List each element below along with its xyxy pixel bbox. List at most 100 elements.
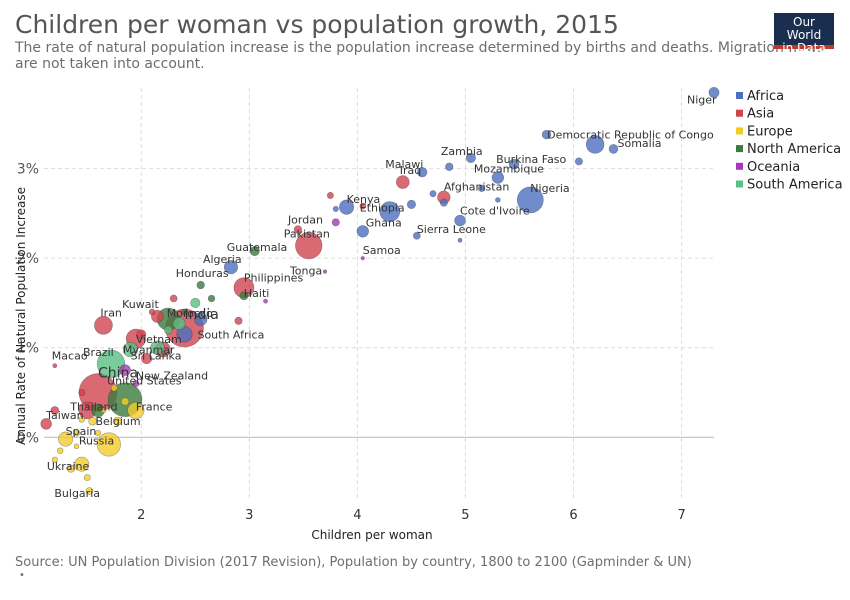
point-label: Sri Lanka <box>131 349 182 362</box>
data-point <box>359 202 367 210</box>
data-point <box>322 269 328 274</box>
point-label: Ethiopia <box>360 202 405 215</box>
point-label: Bulgaria <box>54 487 100 500</box>
data-point <box>56 447 64 454</box>
point-label: Iraq <box>400 164 422 177</box>
point-label: Cote d'Ivoire <box>460 205 530 218</box>
data-point <box>207 294 216 303</box>
legend-label: Africa <box>747 89 784 104</box>
point-label: Myanmar <box>123 344 175 357</box>
data-point <box>465 152 476 163</box>
point-label: Brazil <box>83 346 114 359</box>
point-label: Thailand <box>69 400 117 413</box>
point-label: Ghana <box>366 216 402 229</box>
point-label: Philippines <box>244 272 304 285</box>
point-label: Nigeria <box>530 182 569 195</box>
data-point <box>516 186 544 214</box>
data-point <box>339 199 355 215</box>
x-axis-label: Children per woman <box>311 528 432 542</box>
data-point <box>74 456 90 472</box>
data-point <box>457 237 463 243</box>
data-point <box>239 291 249 301</box>
point-label: Algeria <box>203 253 242 266</box>
y-tick-label: 3% <box>17 162 39 178</box>
data-point <box>95 429 102 436</box>
point-label: China <box>98 366 138 382</box>
x-tick-label: 5 <box>461 508 469 523</box>
data-point <box>72 429 81 437</box>
data-point <box>406 199 416 209</box>
point-label: Burkina Faso <box>496 153 566 166</box>
x-tick-label: 3 <box>245 508 253 523</box>
data-point <box>332 205 339 212</box>
point-label: Taiwan <box>45 409 83 422</box>
data-point <box>120 397 130 406</box>
legend-label: Asia <box>747 107 774 122</box>
data-point <box>379 201 401 222</box>
point-label: Samoa <box>363 244 401 257</box>
x-tick-label: 2 <box>137 508 145 523</box>
x-tick-label: 6 <box>569 508 577 523</box>
data-point <box>223 260 239 275</box>
chart-title: Children per woman vs population growth,… <box>15 10 619 39</box>
data-point <box>263 298 268 304</box>
y-tick-label: 0% <box>17 430 39 446</box>
data-point <box>708 87 720 98</box>
point-label: Iran <box>100 306 122 319</box>
point-label: Afghanistan <box>444 180 510 193</box>
point-label: Guatemala <box>227 241 288 254</box>
legend-swatch <box>736 109 743 117</box>
y-tick-label: 1% <box>17 341 39 357</box>
legend: Africa Asia Europe North America Oceania Sout… <box>736 89 843 193</box>
data-point <box>412 231 421 240</box>
data-point <box>541 129 552 140</box>
x-tick-label: 7 <box>677 508 685 523</box>
point-label: Belgium <box>95 415 140 428</box>
data-point <box>122 341 139 358</box>
data-point <box>495 197 501 203</box>
point-label: Russia <box>79 434 114 447</box>
point-label: Kenya <box>347 193 381 206</box>
data-point <box>148 308 156 316</box>
point-label: New Zealand <box>136 370 208 383</box>
data-point <box>58 431 74 447</box>
data-point <box>181 308 188 316</box>
data-point <box>78 389 86 396</box>
data-point <box>574 157 583 166</box>
point-label: Tonga <box>289 265 322 278</box>
point-label: Somalia <box>618 137 662 150</box>
data-point <box>172 317 186 330</box>
legend-swatch <box>736 162 743 170</box>
data-point <box>234 316 243 325</box>
data-point <box>395 175 410 189</box>
data-point <box>110 384 118 392</box>
point-label: Malawi <box>385 158 423 171</box>
point-label: Zambia <box>441 145 483 158</box>
data-point <box>454 214 466 227</box>
data-point <box>190 297 201 308</box>
data-point <box>78 416 86 423</box>
data-point <box>478 184 486 192</box>
data-point <box>176 326 193 343</box>
data-point <box>326 192 334 199</box>
legend-label: North America <box>747 142 841 157</box>
point-label: Honduras <box>176 267 229 280</box>
data-point <box>73 443 80 450</box>
point-label: Morocco <box>167 307 213 320</box>
point-label: Mozambique <box>474 163 544 176</box>
data-point <box>50 406 60 415</box>
point-label: Macao <box>52 350 88 363</box>
data-point <box>150 340 165 356</box>
point-label: India <box>184 307 218 323</box>
data-point <box>88 416 97 426</box>
point-label: Spain <box>66 425 97 438</box>
owid-logo[interactable]: Our World in Data <box>774 13 834 55</box>
legend-label: Europe <box>747 124 793 139</box>
data-point <box>445 162 454 171</box>
point-label: South Africa <box>197 328 264 341</box>
data-point <box>94 316 113 335</box>
data-point <box>127 401 145 419</box>
point-label: Kuwait <box>122 298 159 311</box>
